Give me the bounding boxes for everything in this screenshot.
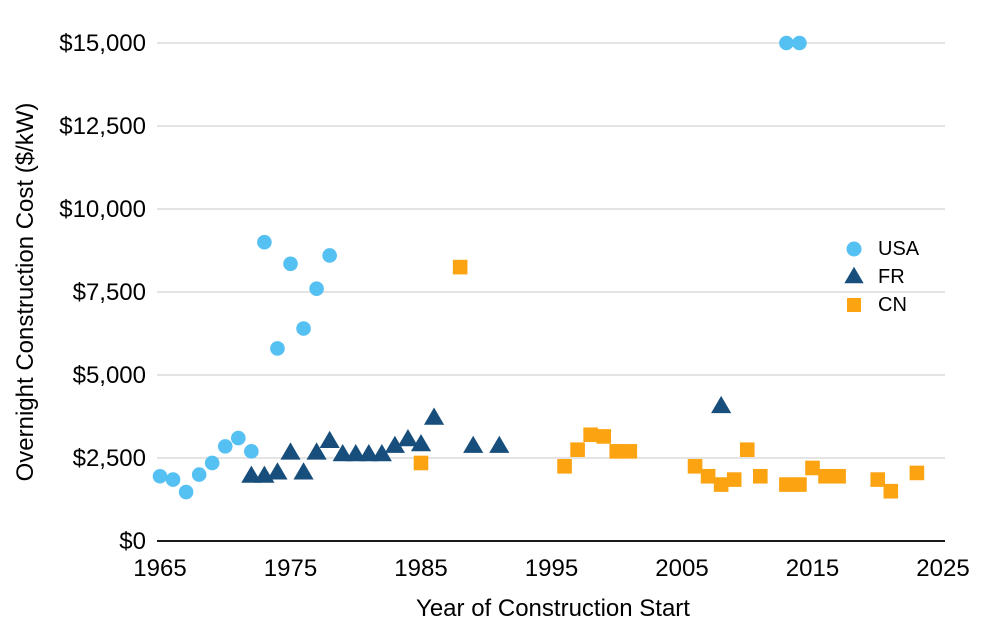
- fr-data-point: [293, 462, 314, 480]
- legend-label-fr: FR: [878, 266, 905, 288]
- cn-data-point: [413, 455, 429, 471]
- usa-data-point: [792, 35, 807, 51]
- y-tick-label: $5,000: [73, 362, 146, 389]
- fr-data-point: [280, 442, 301, 460]
- fr-legend-marker: [844, 267, 864, 284]
- fr-data-point: [345, 443, 366, 462]
- cn-data-point: [713, 477, 729, 492]
- cn-data-point: [909, 465, 925, 481]
- cn-data-point: [792, 477, 807, 492]
- y-tick-label: $2,500: [73, 445, 146, 472]
- cn-data-point: [622, 444, 638, 459]
- x-tick-label: 2015: [786, 555, 839, 582]
- legend-label-usa: USA: [878, 238, 920, 260]
- legend-item-fr: FR: [844, 263, 919, 291]
- cn-data-point: [753, 468, 768, 484]
- fr-data-point: [463, 435, 484, 453]
- legend-item-cn: CN: [844, 291, 919, 319]
- usa-data-point: [296, 321, 311, 336]
- cn-data-point: [779, 477, 794, 492]
- y-tick-label: $0: [119, 528, 146, 555]
- usa-data-point: [178, 484, 194, 500]
- x-tick-label: 2025: [916, 555, 969, 582]
- fr-data-point: [384, 435, 405, 453]
- legend: USA FR CN: [844, 235, 919, 319]
- fr-data-point: [267, 462, 288, 480]
- x-axis-title: Year of Construction Start: [416, 595, 690, 622]
- cn-data-point: [883, 483, 899, 499]
- fr-data-point: [410, 434, 432, 452]
- fr-data-point: [711, 395, 732, 414]
- usa-data-point: [191, 467, 207, 482]
- y-tick-label: $15,000: [59, 30, 146, 57]
- cn-data-point: [596, 429, 611, 444]
- x-tick-label: 1965: [133, 555, 186, 582]
- usa-data-point: [309, 281, 324, 296]
- cn-data-point: [687, 459, 703, 474]
- cn-data-point: [831, 468, 846, 484]
- x-tick-label: 2005: [655, 555, 708, 582]
- y-tick-label: $10,000: [59, 196, 146, 223]
- tick-labels: $0 $2,500 $5,000 $7,500 $10,000 $12,500 $15,00…: [59, 30, 969, 582]
- cn-data-point: [570, 442, 585, 457]
- cn-data-point: [609, 444, 625, 459]
- usa-data-point: [165, 472, 181, 487]
- cn-data-point: [583, 427, 598, 443]
- fr-data-point: [332, 443, 353, 462]
- usa-data-point: [217, 439, 233, 454]
- y-tick-label: $7,500: [73, 279, 146, 306]
- cn-legend-marker: [847, 298, 861, 312]
- cn-data-point: [557, 459, 572, 474]
- fr-data-point: [319, 430, 340, 448]
- fr-data-point: [489, 435, 510, 453]
- cn-data-point: [805, 460, 820, 476]
- fr-data-point: [358, 443, 379, 462]
- data-points: [152, 35, 925, 500]
- fr-triangle-marker-icon: [844, 267, 864, 284]
- legend-label-cn: CN: [878, 294, 907, 316]
- usa-data-point: [244, 444, 259, 459]
- y-axis-title: Overnight Construction Cost ($/kW): [12, 102, 39, 482]
- usa-data-point: [270, 341, 285, 356]
- usa-data-point: [322, 248, 337, 263]
- cn-data-point: [452, 259, 468, 275]
- cn-data-point: [726, 472, 742, 487]
- cn-data-point: [818, 468, 833, 484]
- fr-data-point: [423, 407, 445, 425]
- usa-data-point: [204, 455, 220, 471]
- usa-data-point: [283, 256, 298, 272]
- x-tick-label: 1985: [394, 555, 447, 582]
- usa-data-point: [231, 430, 246, 446]
- cn-data-point: [870, 472, 886, 487]
- cn-data-point: [700, 468, 716, 484]
- usa-data-point: [257, 234, 272, 250]
- fr-data-point: [371, 443, 392, 462]
- usa-data-point: [152, 468, 168, 484]
- fr-data-point: [306, 442, 327, 460]
- usa-legend-marker: [846, 241, 862, 257]
- x-tick-label: 1995: [525, 555, 578, 582]
- fr-data-point: [241, 465, 262, 483]
- cn-data-point: [739, 442, 755, 457]
- usa-data-point: [779, 35, 794, 51]
- usa-circle-marker-icon: [846, 241, 862, 257]
- legend-item-usa: USA: [844, 235, 919, 263]
- cn-square-marker-icon: [847, 298, 861, 312]
- fr-data-point: [397, 429, 419, 447]
- y-tick-label: $12,500: [59, 113, 146, 140]
- x-tick-label: 1975: [264, 555, 317, 582]
